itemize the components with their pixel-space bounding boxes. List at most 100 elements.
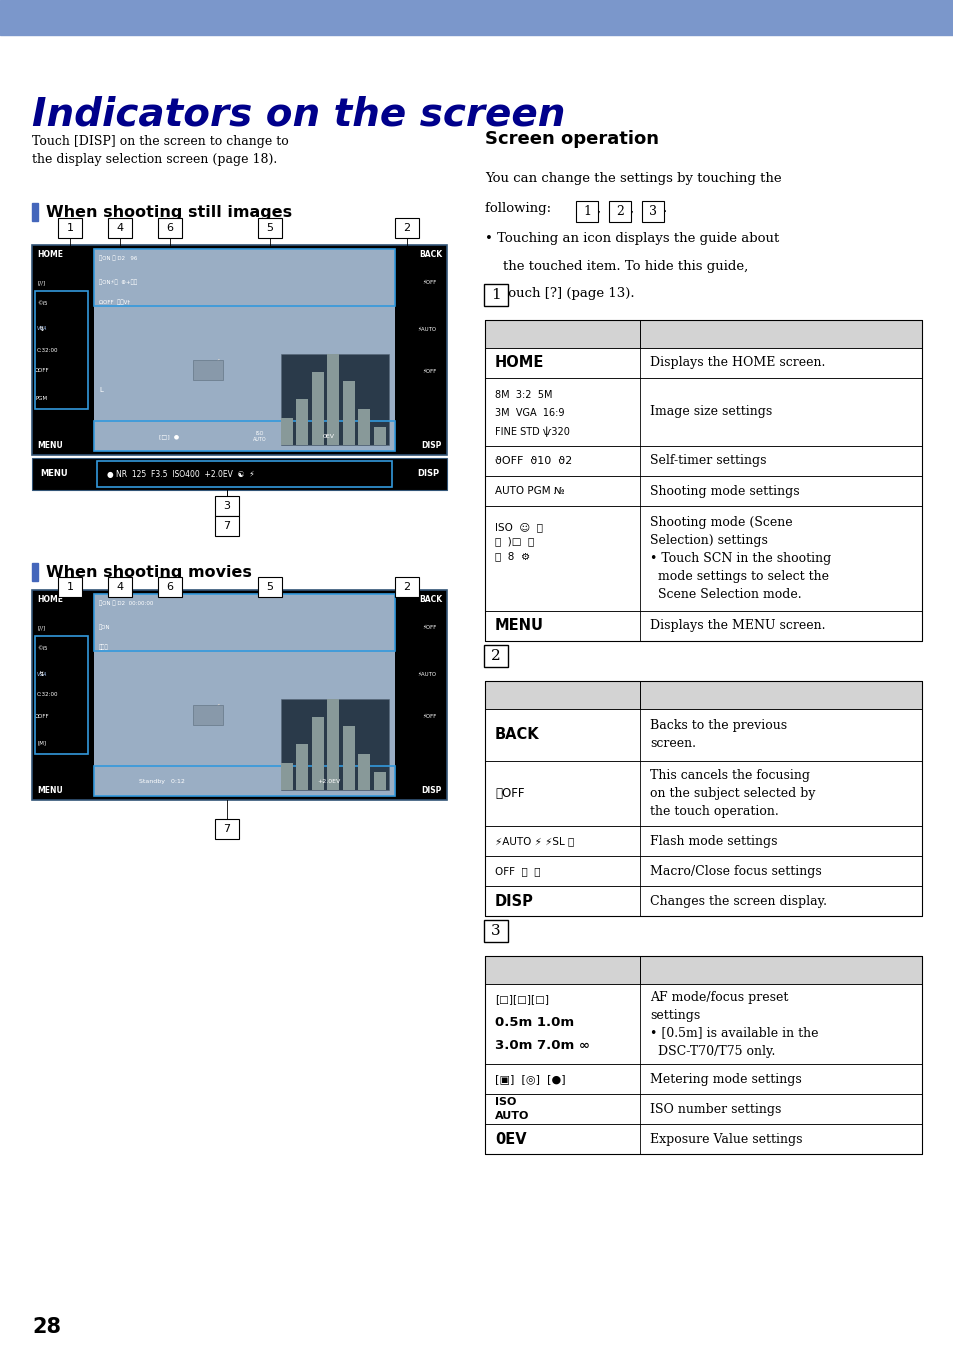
Text: Displays the HOME screen.: Displays the HOME screen. (649, 357, 824, 369)
Text: Image size settings: Image size settings (649, 406, 771, 418)
Text: 4: 4 (116, 582, 124, 592)
Text: [□][□][□]: [□][□][□] (495, 993, 548, 1004)
FancyBboxPatch shape (158, 218, 182, 237)
Bar (94, 594, 395, 650)
Bar (193, 706, 223, 725)
Text: 6: 6 (167, 223, 173, 233)
Text: When shooting movies: When shooting movies (46, 565, 251, 579)
Text: Display: Display (495, 963, 540, 977)
Text: 4: 4 (116, 223, 124, 233)
FancyBboxPatch shape (395, 218, 418, 237)
Text: Displays the MENU screen.: Displays the MENU screen. (649, 620, 824, 632)
Text: Indication: Indication (649, 963, 711, 977)
Text: VGA: VGA (37, 327, 48, 331)
Bar (193, 360, 223, 380)
Text: ISO
AUTO: ISO AUTO (253, 432, 266, 442)
Bar (342, 726, 355, 790)
Text: • Touching an icon displays the guide about: • Touching an icon displays the guide ab… (484, 232, 779, 246)
Text: DISP: DISP (416, 470, 438, 479)
FancyBboxPatch shape (608, 201, 630, 223)
Bar (327, 354, 339, 445)
Text: Metering mode settings: Metering mode settings (649, 1072, 801, 1086)
Text: Changes the screen display.: Changes the screen display. (649, 894, 826, 908)
FancyBboxPatch shape (108, 577, 132, 597)
Bar (374, 426, 385, 445)
Bar (32, 563, 37, 581)
Bar (35, 292, 88, 408)
FancyBboxPatch shape (257, 218, 282, 237)
Text: Indication: Indication (649, 688, 711, 702)
Text: Standby   0:12: Standby 0:12 (139, 779, 185, 784)
Text: 1: 1 (582, 205, 590, 218)
Text: Shooting mode settings: Shooting mode settings (649, 484, 799, 498)
Text: ⏳ON 📷 D2  00:00:00: ⏳ON 📷 D2 00:00:00 (99, 600, 153, 605)
Text: ⏳ON: ⏳ON (99, 624, 111, 630)
Text: ΩOFF: ΩOFF (34, 714, 50, 718)
Text: DISP: DISP (421, 441, 441, 451)
Text: ©i5: ©i5 (37, 301, 48, 307)
Text: 3.0m 7.0m ∞: 3.0m 7.0m ∞ (495, 1038, 589, 1052)
Bar (484, 320, 921, 347)
FancyBboxPatch shape (58, 577, 82, 597)
Text: ΩOFF  📷👤V†: ΩOFF 📷👤V† (99, 300, 130, 305)
Text: ↯: ↯ (39, 670, 45, 677)
Text: 5: 5 (266, 223, 274, 233)
Text: Screen operation: Screen operation (484, 130, 659, 148)
Bar (357, 408, 370, 445)
Bar (484, 826, 921, 856)
Text: 0.5m 1.0m: 0.5m 1.0m (495, 1015, 574, 1029)
Bar (484, 320, 921, 641)
Text: 0EV: 0EV (495, 1132, 526, 1147)
Text: Exposure Value settings: Exposure Value settings (649, 1133, 801, 1145)
FancyBboxPatch shape (214, 516, 239, 536)
Text: Indication: Indication (649, 327, 711, 341)
FancyBboxPatch shape (214, 820, 239, 839)
Bar (342, 381, 355, 445)
Text: HOME: HOME (495, 356, 544, 370)
Bar (97, 461, 392, 487)
Text: BACK: BACK (418, 594, 441, 604)
Bar (484, 955, 921, 1153)
Text: 3: 3 (648, 205, 657, 218)
Text: ISO: ISO (495, 1096, 516, 1107)
Bar (484, 955, 921, 984)
FancyBboxPatch shape (257, 577, 282, 597)
Text: OFF  🌷  🔍: OFF 🌷 🔍 (495, 866, 540, 877)
Text: ⚡AUTO ⚡ ⚡SL ⓘ: ⚡AUTO ⚡ ⚡SL ⓘ (495, 836, 574, 845)
Text: MENU: MENU (37, 441, 63, 451)
Bar (32, 246, 447, 455)
Bar (484, 681, 921, 708)
Text: L: L (99, 387, 103, 394)
Text: .: . (662, 202, 666, 214)
Text: MENU: MENU (495, 619, 543, 634)
Text: ISO number settings: ISO number settings (649, 1102, 781, 1115)
Text: Macro/Close focus settings: Macro/Close focus settings (649, 864, 821, 878)
FancyBboxPatch shape (58, 218, 82, 237)
Bar (32, 590, 447, 801)
Bar (484, 611, 921, 641)
Text: 5: 5 (266, 582, 274, 592)
Text: HOME: HOME (37, 250, 63, 259)
Text: 6: 6 (167, 582, 173, 592)
Text: Flash mode settings: Flash mode settings (649, 835, 777, 848)
Text: Display: Display (495, 688, 540, 702)
Text: +2.0EV: +2.0EV (316, 779, 340, 784)
Bar (94, 248, 395, 451)
Text: ⚡OFF: ⚡OFF (422, 714, 436, 718)
Text: DISP: DISP (421, 786, 441, 795)
Bar (484, 761, 921, 826)
Text: [//]: [//] (38, 281, 46, 285)
Text: [▣]  [◎]  [●]: [▣] [◎] [●] (495, 1073, 565, 1084)
Text: BACK: BACK (418, 250, 441, 259)
Bar (484, 1094, 921, 1124)
Text: 1: 1 (67, 582, 73, 592)
Text: ⚡OFF: ⚡OFF (422, 369, 436, 373)
Bar (357, 753, 370, 790)
Bar (484, 506, 921, 611)
Bar (295, 399, 308, 445)
Text: MENU: MENU (37, 786, 63, 795)
Text: You can change the settings by touching the: You can change the settings by touching … (484, 172, 781, 185)
Text: AUTO: AUTO (495, 1111, 529, 1121)
Bar (32, 459, 447, 490)
Text: [//]: [//] (38, 626, 46, 630)
